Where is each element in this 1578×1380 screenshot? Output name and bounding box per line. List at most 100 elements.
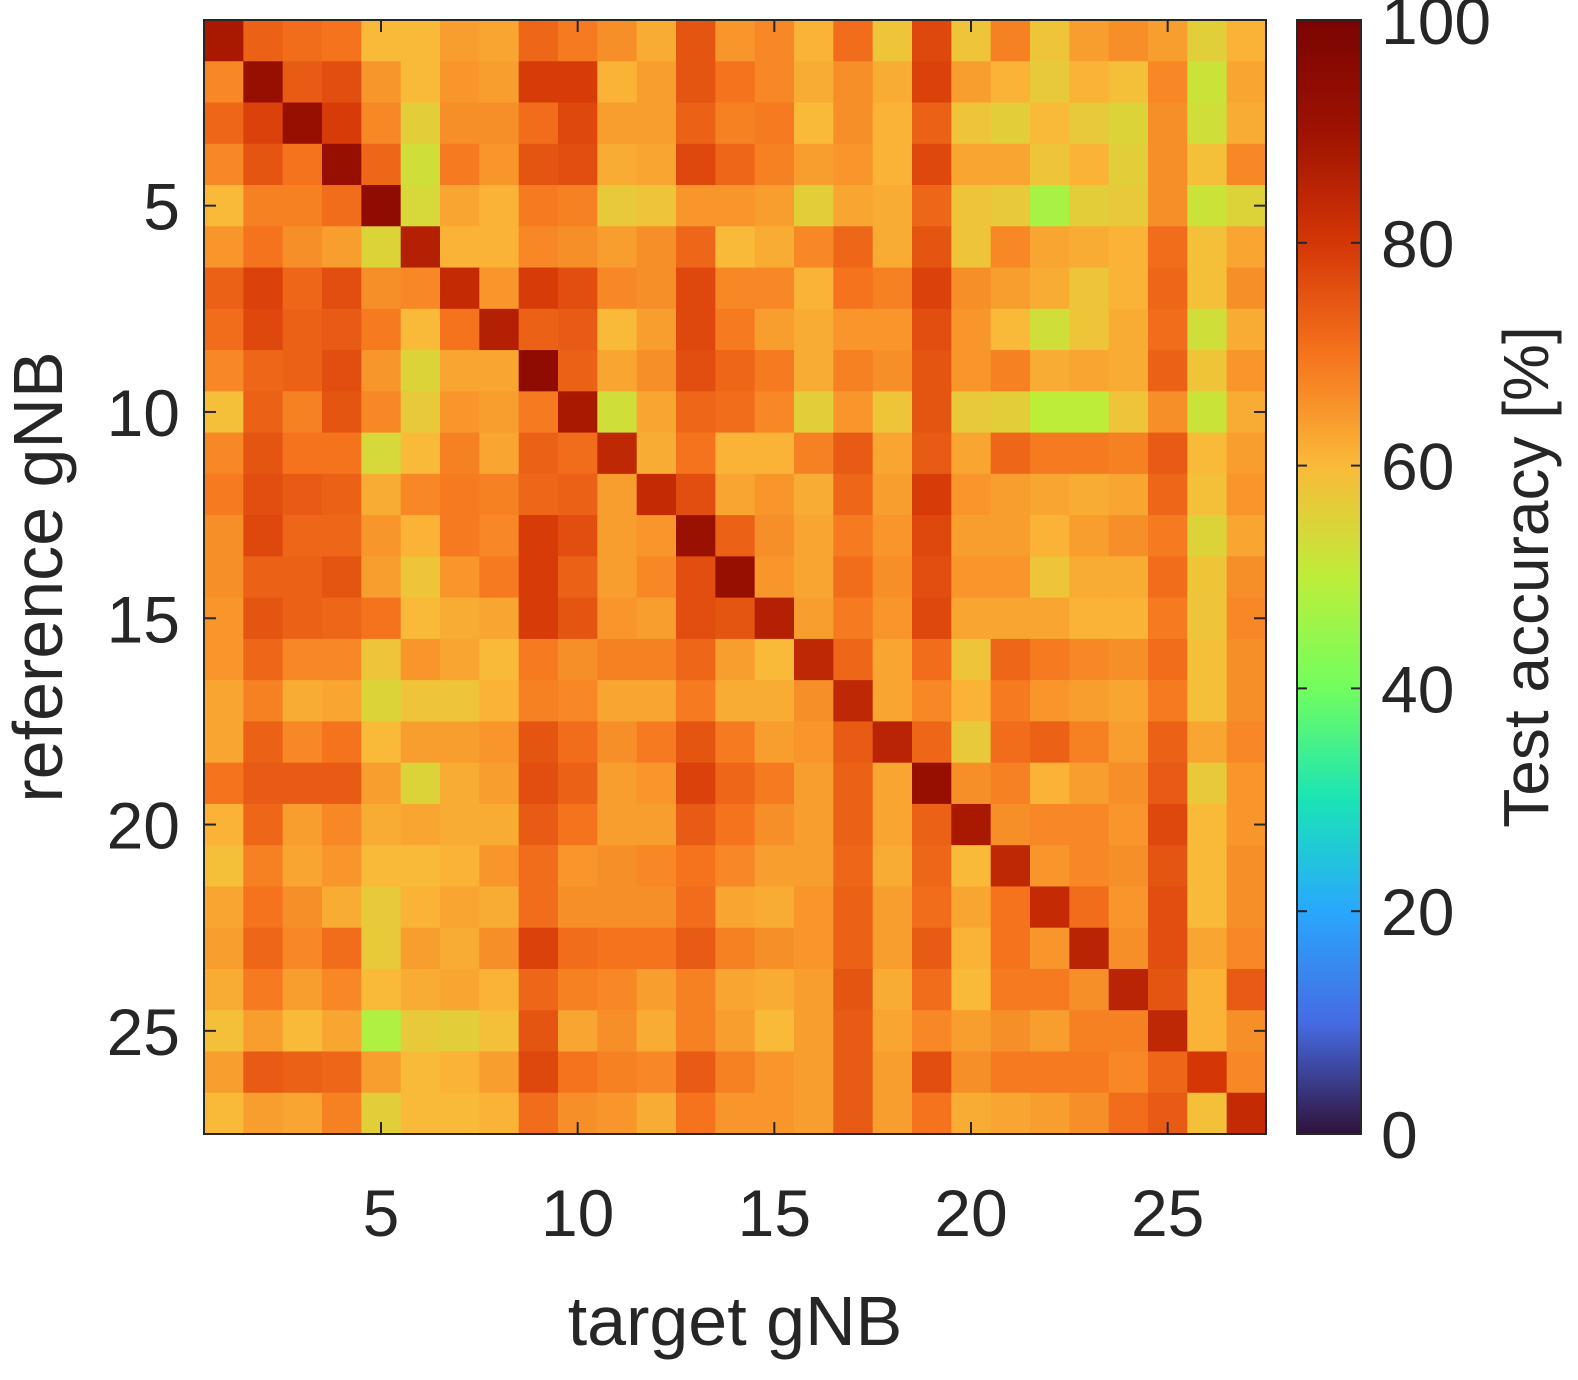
heatmap-cell [597, 803, 638, 846]
heatmap-cell [440, 226, 480, 269]
heatmap-cell [1187, 226, 1228, 269]
heatmap-cell [676, 1051, 716, 1094]
heatmap-cell [1187, 968, 1228, 1011]
heatmap-cell [282, 308, 323, 351]
heatmap-cell [872, 680, 913, 723]
heatmap-cell [204, 267, 244, 310]
heatmap-cell [990, 1051, 1031, 1094]
heatmap-cell [1069, 515, 1110, 557]
heatmap-cell [912, 473, 952, 516]
heatmap-cell [951, 102, 992, 145]
heatmap-cell [1148, 680, 1188, 723]
heatmap-cell [282, 20, 323, 62]
heatmap-cell [951, 473, 992, 516]
heatmap-cell [243, 638, 284, 681]
heatmap-cell [951, 638, 992, 681]
heatmap-cell [518, 721, 559, 764]
heatmap-cell [1030, 597, 1070, 640]
heatmap-cell [754, 721, 795, 764]
heatmap-cell [1069, 927, 1110, 970]
heatmap-cell [1069, 20, 1110, 62]
heatmap-cell [479, 968, 520, 1011]
heatmap-cell [636, 597, 677, 640]
heatmap-cell [322, 762, 362, 805]
heatmap-cell [990, 226, 1031, 269]
heatmap-cell [676, 1010, 716, 1053]
heatmap-cell [243, 267, 284, 310]
heatmap-cell [1030, 102, 1070, 145]
heatmap-cell [833, 308, 874, 351]
heatmap-cell [676, 638, 716, 681]
heatmap-cell [990, 185, 1031, 227]
heatmap-cell [912, 927, 952, 970]
heatmap-cell [636, 143, 677, 186]
heatmap-cell [322, 803, 362, 846]
heatmap-cell [636, 762, 677, 805]
heatmap-cell [872, 927, 913, 970]
heatmap-cell [754, 391, 795, 434]
heatmap-cell [479, 680, 520, 723]
heatmap-cell [1030, 391, 1070, 434]
heatmap-cell [951, 61, 992, 104]
heatmap-cell [440, 185, 480, 227]
heatmap-cell [715, 20, 756, 62]
heatmap-cell [440, 432, 480, 475]
heatmap-cell [597, 886, 638, 929]
heatmap-cell [558, 968, 598, 1011]
heatmap-cell [243, 226, 284, 269]
heatmap-cell [1108, 20, 1149, 62]
heatmap-cell [794, 680, 834, 723]
heatmap-cell [833, 391, 874, 434]
heatmap-cell [990, 1092, 1031, 1135]
heatmap-cell [400, 968, 441, 1011]
heatmap-cell [1069, 886, 1110, 929]
heatmap-cell [558, 185, 598, 227]
heatmap-cell [440, 267, 480, 310]
heatmap-cell [872, 432, 913, 475]
heatmap-cell [282, 845, 323, 888]
heatmap-cell [872, 350, 913, 392]
heatmap-cell [754, 515, 795, 557]
heatmap-cell [243, 762, 284, 805]
heatmap-cell [1030, 143, 1070, 186]
heatmap-cell [597, 350, 638, 392]
heatmap-cell [400, 308, 441, 351]
heatmap-cell [1226, 638, 1267, 681]
heatmap-cell [794, 473, 834, 516]
heatmap-cell [322, 721, 362, 764]
heatmap-cell [715, 432, 756, 475]
heatmap-cell [361, 1010, 402, 1053]
heatmap-cell [1069, 226, 1110, 269]
heatmap-cell [1187, 1010, 1228, 1053]
heatmap-cell [715, 143, 756, 186]
heatmap-cell [715, 680, 756, 723]
heatmap-cell [636, 350, 677, 392]
heatmap-cell [715, 556, 756, 599]
heatmap-cell [794, 267, 834, 310]
heatmap-cell [322, 597, 362, 640]
heatmap-cell [597, 432, 638, 475]
heatmap-cell [440, 308, 480, 351]
heatmap-cell [951, 762, 992, 805]
heatmap-cell [204, 721, 244, 764]
heatmap-cell [1226, 762, 1267, 805]
heatmap-cell [479, 845, 520, 888]
heatmap-cell [951, 391, 992, 434]
heatmap-cell [1108, 61, 1149, 104]
heatmap-cell [597, 1010, 638, 1053]
heatmap-cell [1108, 1010, 1149, 1053]
heatmap-cell [912, 185, 952, 227]
heatmap-cell [518, 556, 559, 599]
heatmap-cell [440, 515, 480, 557]
heatmap-cell [754, 143, 795, 186]
heatmap-cell [1187, 102, 1228, 145]
heatmap-cell [754, 1010, 795, 1053]
heatmap-cell [676, 20, 716, 62]
heatmap-cell [518, 185, 559, 227]
heatmap-cell [1108, 556, 1149, 599]
heatmap-cell [1069, 267, 1110, 310]
heatmap-cell [951, 680, 992, 723]
heatmap-cell [597, 473, 638, 516]
